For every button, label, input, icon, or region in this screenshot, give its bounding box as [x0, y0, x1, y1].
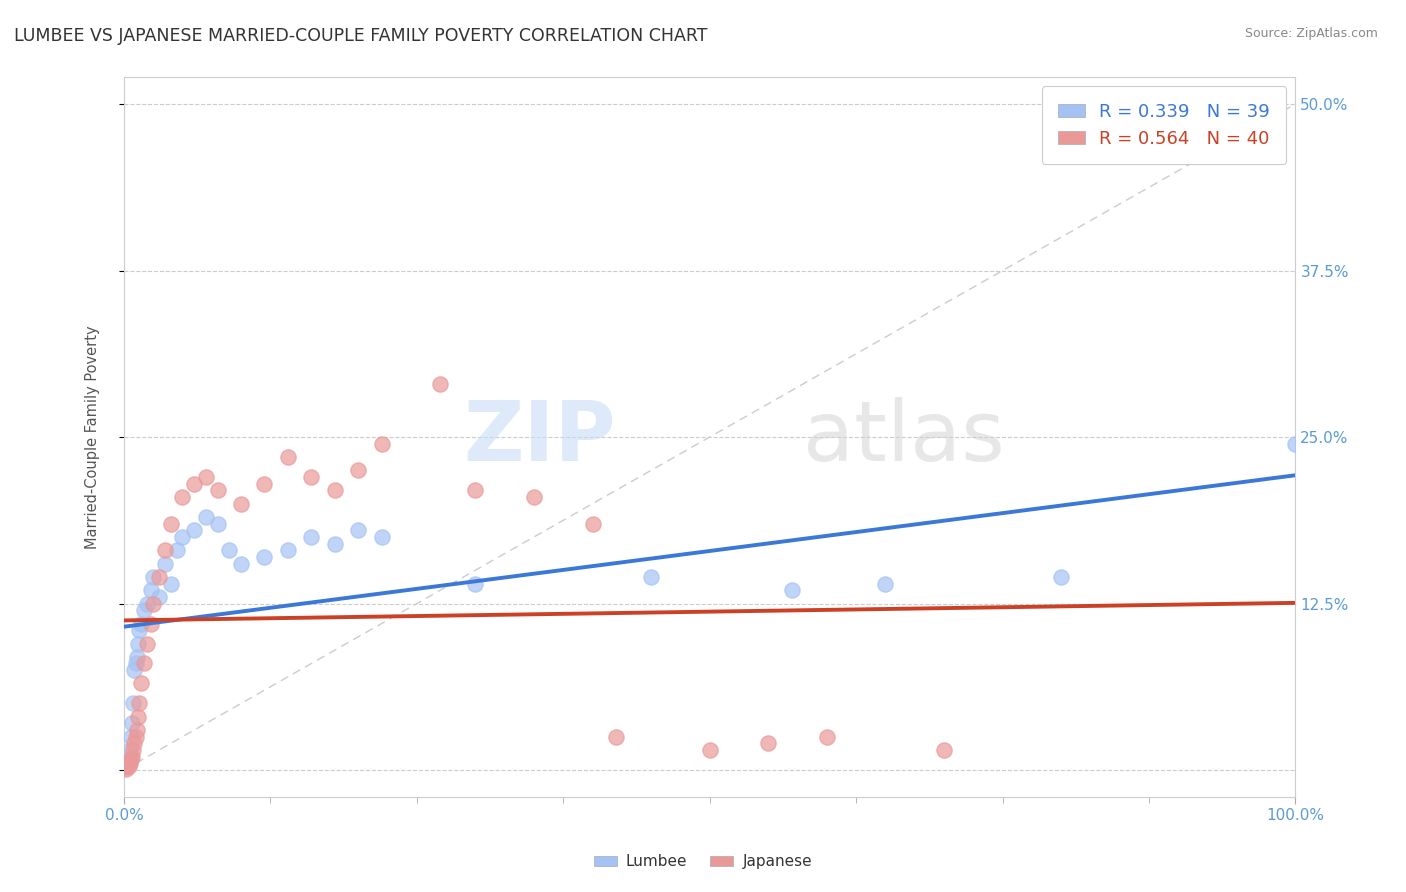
Point [117, 760, 139, 774]
Point [142, 570, 165, 584]
Point [159, 576, 181, 591]
Point [229, 557, 252, 571]
Point [148, 570, 170, 584]
Legend: Lumbee, Japanese: Lumbee, Japanese [588, 848, 818, 875]
Point [136, 597, 159, 611]
Text: Source: ZipAtlas.com: Source: ZipAtlas.com [1244, 27, 1378, 40]
Point [115, 759, 138, 773]
Point [120, 752, 142, 766]
Point [756, 736, 779, 750]
Point [183, 523, 205, 537]
Text: atlas: atlas [803, 397, 1005, 477]
Point [218, 543, 240, 558]
Point [124, 730, 146, 744]
Text: LUMBEE VS JAPANESE MARRIED-COUPLE FAMILY POVERTY CORRELATION CHART: LUMBEE VS JAPANESE MARRIED-COUPLE FAMILY… [14, 27, 707, 45]
Point [115, 762, 138, 776]
Point [1284, 436, 1306, 450]
Point [464, 483, 486, 498]
Point [139, 583, 162, 598]
Point [464, 576, 486, 591]
Point [121, 749, 143, 764]
Point [277, 450, 299, 464]
Point [139, 616, 162, 631]
Point [253, 476, 276, 491]
Point [172, 490, 194, 504]
Point [323, 483, 346, 498]
Point [323, 536, 346, 550]
Point [124, 657, 146, 671]
Point [120, 730, 142, 744]
Point [132, 657, 155, 671]
Point [153, 557, 176, 571]
Legend: R = 0.339   N = 39, R = 0.564   N = 40: R = 0.339 N = 39, R = 0.564 N = 40 [1042, 87, 1286, 164]
Point [172, 530, 194, 544]
Point [136, 636, 159, 650]
Point [253, 549, 276, 564]
Point [640, 570, 662, 584]
Point [207, 483, 229, 498]
Point [122, 743, 145, 757]
Point [932, 743, 955, 757]
Y-axis label: Married-Couple Family Poverty: Married-Couple Family Poverty [86, 326, 100, 549]
Point [131, 616, 153, 631]
Point [347, 463, 370, 477]
Point [299, 470, 322, 484]
Point [581, 516, 603, 531]
Point [121, 716, 143, 731]
Point [194, 470, 217, 484]
Point [370, 436, 392, 450]
Point [183, 476, 205, 491]
Point [128, 623, 150, 637]
Point [207, 516, 229, 531]
Point [153, 543, 176, 558]
Point [370, 530, 392, 544]
Point [148, 590, 170, 604]
Point [125, 649, 148, 664]
Point [523, 490, 546, 504]
Point [122, 697, 145, 711]
Point [127, 636, 149, 650]
Point [118, 756, 141, 771]
Point [299, 530, 322, 544]
Point [429, 376, 451, 391]
Point [780, 583, 803, 598]
Point [117, 756, 139, 771]
Point [124, 736, 146, 750]
Point [132, 603, 155, 617]
Point [159, 516, 181, 531]
Point [125, 723, 148, 737]
Point [127, 710, 149, 724]
Text: ZIP: ZIP [464, 397, 616, 477]
Point [605, 730, 627, 744]
Point [118, 743, 141, 757]
Point [166, 543, 188, 558]
Point [277, 543, 299, 558]
Point [229, 497, 252, 511]
Point [117, 759, 139, 773]
Point [131, 676, 153, 690]
Point [347, 523, 370, 537]
Point [124, 663, 146, 677]
Point [1050, 570, 1073, 584]
Point [815, 730, 838, 744]
Point [128, 697, 150, 711]
Point [699, 743, 721, 757]
Point [875, 576, 897, 591]
Point [194, 510, 217, 524]
Point [142, 597, 165, 611]
Point [117, 752, 139, 766]
